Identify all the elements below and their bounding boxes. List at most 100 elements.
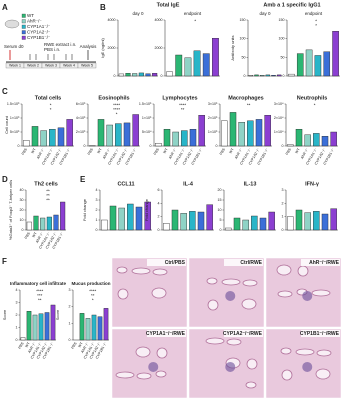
- y-tick-label: 0: [220, 228, 222, 232]
- legend-swatch: [21, 35, 26, 40]
- significance: *: [50, 103, 52, 108]
- bar: [163, 223, 170, 231]
- chart-panel: IL-4 0 2 4 6 Fold change: [144, 181, 214, 232]
- panel-letter: A: [2, 3, 8, 12]
- y-tick-label: 1×10⁴: [274, 130, 284, 134]
- arrows: [29, 54, 73, 60]
- airway: [131, 267, 151, 275]
- bar: [259, 75, 265, 77]
- week-label: Week 5: [81, 64, 93, 68]
- bar: [85, 318, 91, 341]
- y-tick-label: 0: [158, 228, 160, 232]
- bar: [304, 134, 311, 147]
- x-tick-label: AhR⁻/⁻: [300, 147, 309, 159]
- airway: [281, 369, 293, 381]
- tissue: [111, 328, 188, 399]
- chart-title: IL-4: [183, 181, 194, 187]
- x-tick-label: AhR⁻/⁻: [27, 341, 36, 353]
- histology-image: CYP1A2⁻/⁻/RWE: [188, 328, 265, 399]
- bar: [313, 211, 320, 231]
- y-tick-label: 10: [20, 218, 24, 222]
- bar: [118, 207, 125, 231]
- chart-panel: day 0 0 50 100 150 Antibody units: [230, 11, 282, 78]
- bar: [189, 211, 196, 231]
- x-tick-label: WT: [24, 341, 31, 349]
- bar: [31, 126, 39, 147]
- y-tick-label: 2: [282, 201, 284, 205]
- bar: [127, 203, 134, 231]
- y-tick-label: 10: [218, 208, 222, 212]
- bar: [118, 73, 124, 77]
- bar: [103, 308, 109, 341]
- bar: [60, 201, 66, 231]
- bar: [152, 72, 158, 77]
- bar: [180, 213, 187, 231]
- y-tick-label: 2: [96, 208, 98, 212]
- x-tick-label: PBS: [21, 147, 28, 156]
- significance: *: [315, 19, 317, 24]
- legend-swatch: [21, 30, 26, 35]
- significance: ****: [89, 289, 96, 294]
- y-tick-label: 20: [218, 188, 222, 192]
- label-bg: [147, 330, 186, 337]
- airway: [316, 349, 332, 357]
- panel-letter: C: [2, 87, 8, 96]
- y-tick-label: 100: [279, 37, 285, 41]
- airway: [280, 347, 292, 355]
- chart-panel: day 0 0 2000 4000 IgE (ng/ml): [100, 11, 158, 78]
- chart-panel: Th2 cells 0 10 20 30 40 %Gata3⁺ of Foxp3⁻ T-he…: [8, 180, 66, 250]
- histology-label: CYP1A1⁻/⁻/RWE: [146, 331, 186, 337]
- airway: [115, 371, 135, 379]
- y-tick-label: 20: [20, 208, 24, 212]
- chart-title: endpoint: [184, 11, 202, 16]
- y-axis-label: IgE (ng/ml): [100, 38, 105, 58]
- y-tick-label: 2×10⁴: [274, 116, 284, 120]
- bar: [44, 312, 50, 341]
- airway: [242, 279, 258, 287]
- airway: [221, 278, 241, 286]
- significance: *: [92, 298, 94, 303]
- bar: [97, 316, 103, 341]
- bar: [321, 213, 329, 231]
- chart-title: Th2 cells: [34, 181, 58, 187]
- legend-label: CYP1A2⁻/⁻: [27, 30, 51, 35]
- bar: [115, 123, 122, 147]
- y-tick-label: 4000: [108, 18, 116, 22]
- significance: ***: [37, 293, 43, 298]
- histology-image: Ctrl/PBS: [111, 257, 188, 328]
- y-tick-label: 15: [218, 198, 222, 202]
- chart-title: Eosinophils: [98, 95, 129, 101]
- airway: [311, 289, 331, 297]
- significance: *: [194, 19, 196, 24]
- bar: [295, 209, 303, 231]
- bar: [295, 128, 303, 147]
- y-tick-label: 1: [96, 218, 98, 222]
- y-tick-label: 1: [282, 215, 284, 219]
- bar: [66, 119, 73, 147]
- significance: *: [116, 112, 118, 117]
- bar: [138, 72, 144, 77]
- bar: [26, 221, 32, 231]
- x-tick-label: WT: [31, 231, 38, 239]
- bar: [248, 75, 254, 77]
- panel-letter: D: [2, 175, 8, 184]
- bar: [225, 227, 232, 231]
- airway: [246, 358, 258, 370]
- airway: [135, 346, 151, 358]
- airway: [297, 265, 309, 277]
- bar: [181, 130, 188, 147]
- bar: [172, 131, 179, 147]
- bar: [305, 49, 313, 77]
- histology-image: CYP1A1⁻/⁻/RWE: [111, 328, 188, 399]
- bar: [206, 204, 213, 231]
- bar: [242, 219, 249, 231]
- y-tick-label: 0: [244, 74, 246, 78]
- infiltrate: [302, 361, 313, 372]
- bar: [323, 51, 331, 77]
- y-tick-label: 0: [69, 338, 71, 342]
- chart-title: Total cells: [35, 95, 62, 101]
- bar: [330, 208, 337, 231]
- y-tick-label: 1×10⁵: [208, 130, 218, 134]
- airway: [156, 347, 168, 359]
- significance: ****: [113, 103, 120, 108]
